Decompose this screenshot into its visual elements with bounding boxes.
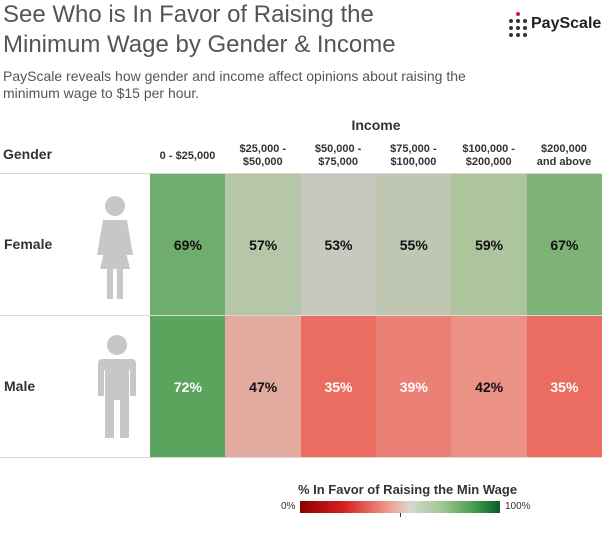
column-header: $100,000 - $200,000	[462, 143, 515, 168]
logo-dot	[523, 26, 527, 30]
heatmap-cell: 35%	[300, 316, 377, 457]
logo-dot	[523, 19, 527, 23]
column-header: $25,000 - $50,000	[239, 143, 287, 168]
logo-text: PayScale	[531, 15, 602, 32]
legend-color-bar	[300, 501, 500, 513]
logo-dot	[516, 19, 520, 23]
female-person-icon	[97, 196, 133, 299]
legend-min-label: 0%	[281, 501, 296, 512]
column-header: $75,000 - $100,000	[390, 143, 437, 168]
heatmap-cell: 57%	[225, 174, 302, 315]
logo-dot	[516, 12, 520, 16]
logo-dot	[523, 33, 527, 37]
column-header: $50,000 - $75,000	[314, 143, 362, 168]
legend-midpoint-tick	[400, 513, 401, 517]
heatmap-cell: 69%	[150, 174, 226, 315]
chart-title: See Who is In Favor of Raising the Minim…	[3, 1, 396, 58]
heatmap-cell: 47%	[225, 316, 302, 457]
heatmap-cell: 55%	[375, 174, 452, 315]
heatmap-cell: 53%	[300, 174, 377, 315]
chart-subtitle: PayScale reveals how gender and income a…	[3, 68, 466, 101]
row-label-male: Male	[4, 377, 36, 394]
heatmap-cell: 42%	[451, 316, 527, 457]
logo-dot	[509, 33, 513, 37]
heatmap-cell: 35%	[526, 316, 603, 457]
grid-line	[0, 315, 602, 316]
row-label-female: Female	[4, 235, 53, 252]
grid-line	[0, 173, 602, 174]
heatmap-cell: 67%	[526, 174, 603, 315]
payscale-logo: PayScale	[497, 4, 609, 42]
heatmap-cell: 72%	[150, 316, 226, 457]
x-axis-label: Income	[351, 117, 401, 133]
column-header: 0 - $25,000	[159, 149, 216, 162]
heatmap-cell: 39%	[375, 316, 452, 457]
logo-dot	[509, 26, 513, 30]
grid-line	[601, 173, 602, 458]
y-axis-label: Gender	[3, 146, 53, 162]
column-header: $200,000 and above	[536, 143, 592, 168]
heatmap-cell: 59%	[451, 174, 527, 315]
logo-dot	[516, 26, 520, 30]
male-person-icon	[98, 335, 136, 438]
logo-dot	[509, 19, 513, 23]
grid-line	[0, 457, 602, 458]
legend-max-label: 100%	[505, 501, 531, 512]
logo-dot	[516, 33, 520, 37]
legend-title: % In Favor of Raising the Min Wage	[297, 482, 518, 497]
